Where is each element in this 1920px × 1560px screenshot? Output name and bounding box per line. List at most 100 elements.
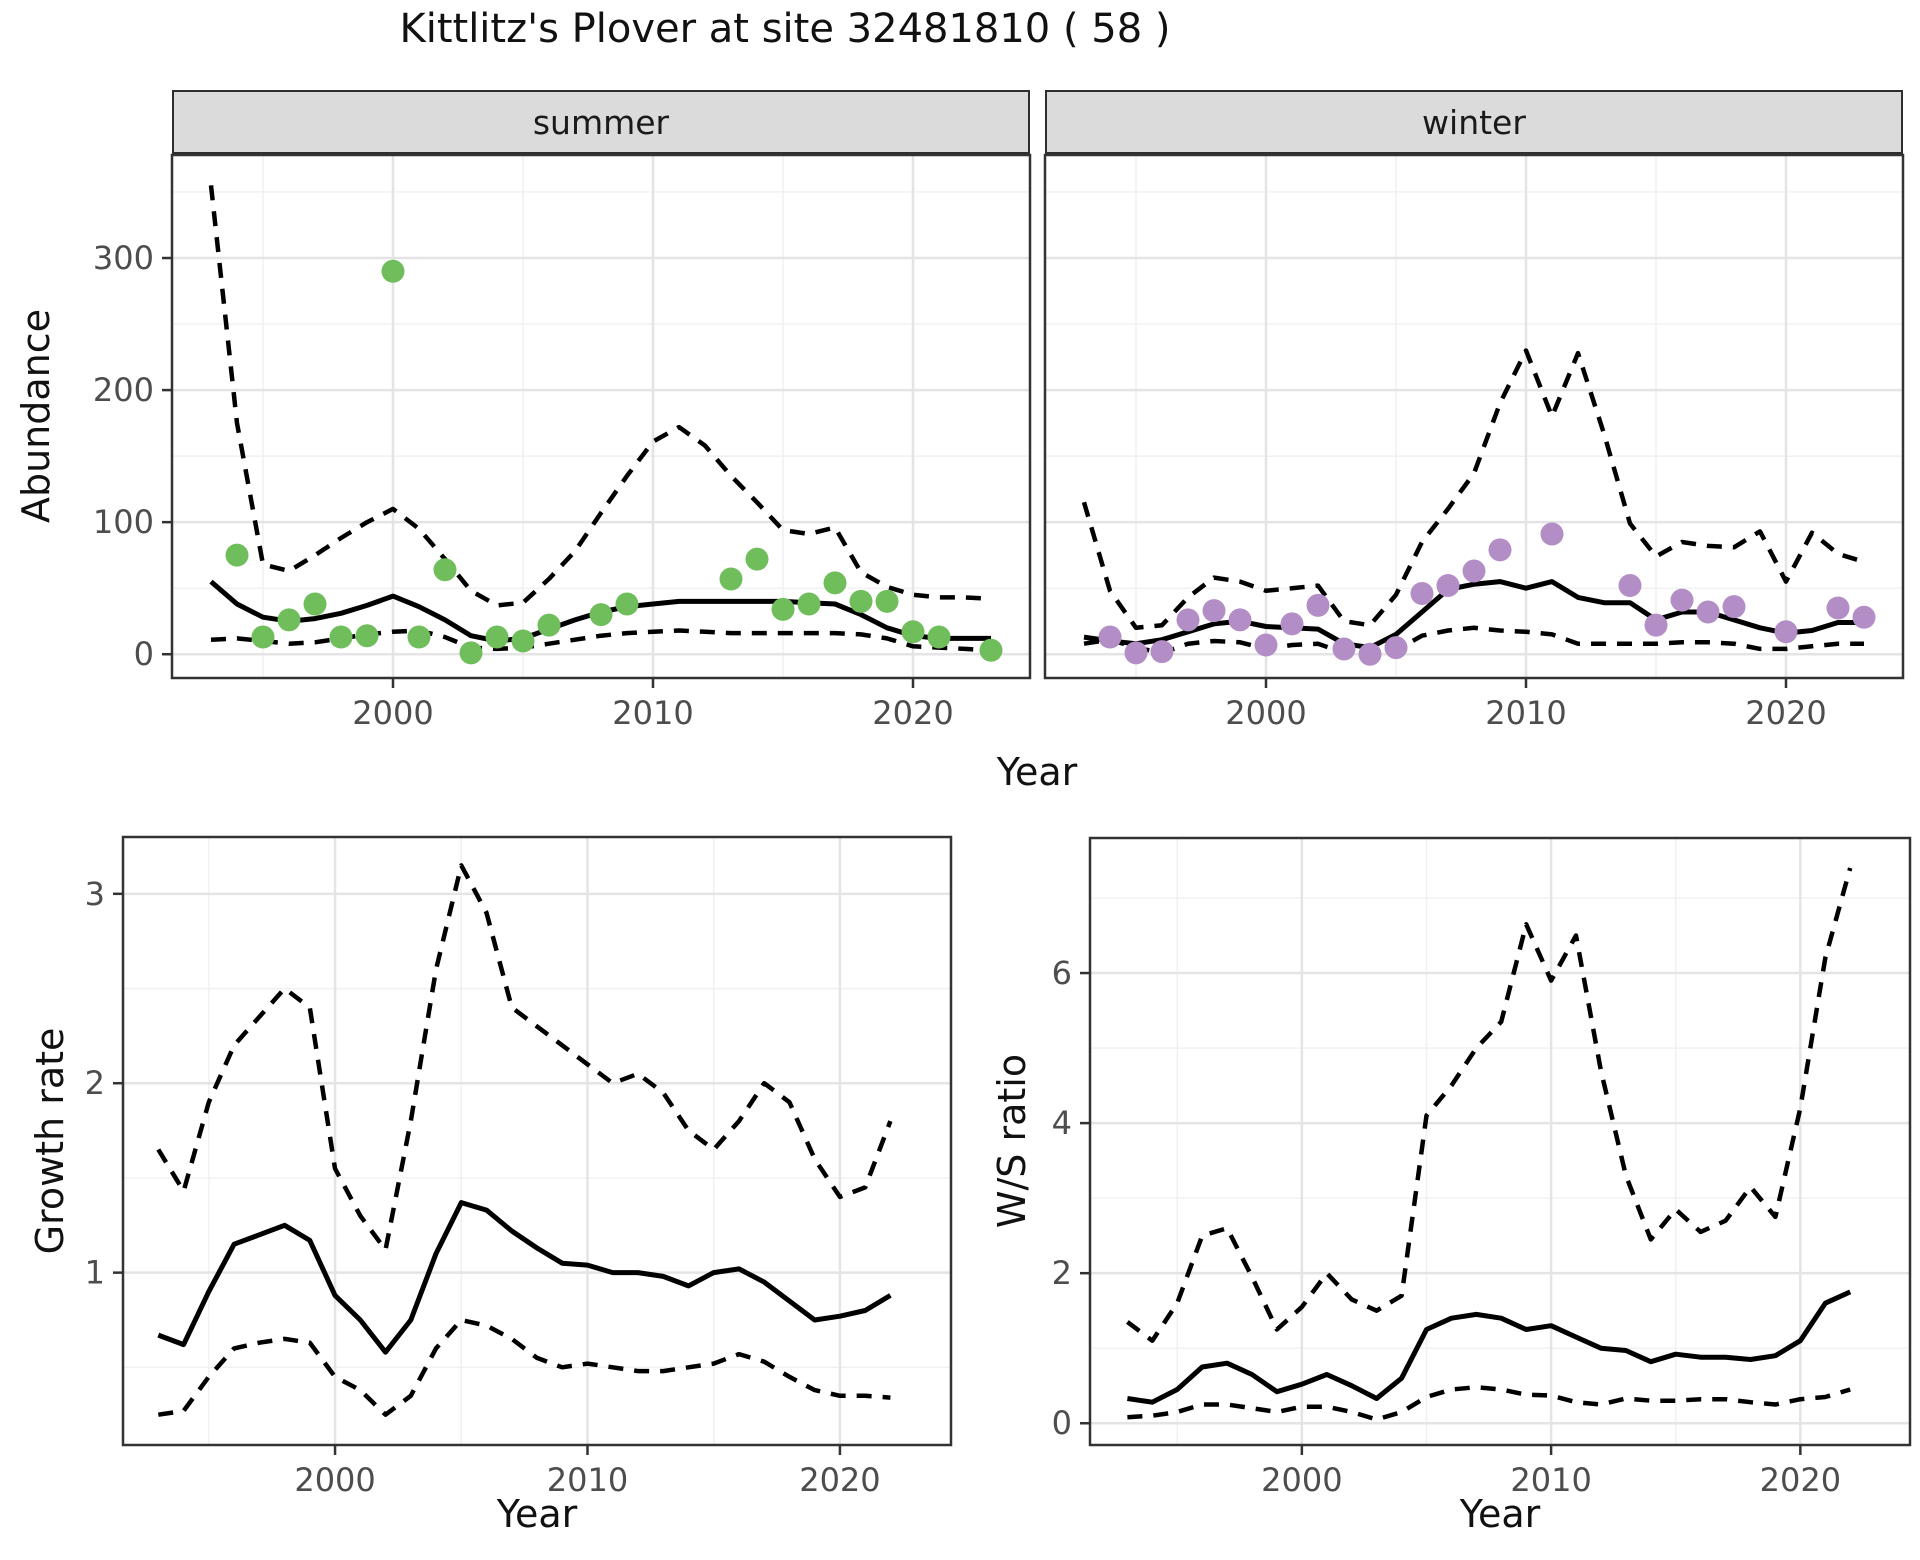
data-point [1436, 574, 1460, 598]
facet-strip-summer: summer [172, 90, 1030, 155]
data-point [1644, 613, 1668, 637]
data-point [1202, 599, 1226, 623]
data-point [1826, 596, 1850, 620]
y-tick-label: 300 [93, 239, 154, 277]
y-tick-label: 2 [1052, 1254, 1072, 1292]
data-point [1540, 522, 1564, 546]
x-tick-label: 2020 [799, 1461, 880, 1499]
data-point [1722, 595, 1746, 619]
data-point [771, 597, 795, 621]
upper-ci-line [156, 863, 893, 1253]
data-point [1462, 559, 1486, 583]
data-point [823, 571, 847, 595]
panel-background [1045, 155, 1903, 678]
data-point [849, 589, 873, 613]
data-point [1358, 642, 1382, 666]
data-point [485, 625, 509, 649]
upper-ci-line [1081, 348, 1865, 631]
data-point [719, 567, 743, 591]
x-axis-title-year-ws: Year [1459, 1492, 1541, 1536]
y-tick-label: 2 [85, 1064, 105, 1102]
data-point [1384, 636, 1408, 660]
x-axis-title-year-growth: Year [496, 1492, 578, 1536]
fit-line [1083, 579, 1864, 651]
data-point [1410, 581, 1434, 605]
data-point [511, 629, 535, 653]
x-tick-label: 2010 [547, 1461, 628, 1499]
lower-ci-line [157, 1317, 891, 1417]
data-point [277, 608, 301, 632]
y-tick-label: 0 [134, 635, 154, 673]
data-point [589, 603, 613, 627]
data-point [1176, 608, 1200, 632]
data-point [407, 625, 431, 649]
data-point [1670, 588, 1694, 612]
data-point [1098, 625, 1122, 649]
upper-ci-line [208, 185, 992, 608]
upper-ci-line [1126, 867, 1853, 1343]
y-axis-title-abundance: Abundance [14, 308, 58, 524]
data-point [355, 624, 379, 648]
panel-border [1043, 153, 1905, 680]
data-point [875, 589, 899, 613]
y-tick-label: 100 [93, 503, 154, 541]
x-tick-label: 2000 [1225, 694, 1306, 732]
data-point [979, 638, 1003, 662]
y-tick-label: 3 [85, 875, 105, 913]
x-tick-label: 2010 [612, 694, 693, 732]
data-point [927, 625, 951, 649]
data-point [1254, 633, 1278, 657]
x-tick-label: 2020 [1760, 1461, 1841, 1499]
panel-background [123, 837, 951, 1445]
y-tick-label: 6 [1052, 954, 1072, 992]
data-point [797, 592, 821, 616]
fit-line [1127, 1289, 1852, 1405]
data-point [303, 592, 327, 616]
facet-strip-winter: winter [1045, 90, 1903, 155]
data-point [1332, 637, 1356, 661]
y-axis-title-ws-ratio: W/S ratio [990, 1053, 1034, 1229]
x-axis-title-year-top: Year [996, 750, 1078, 794]
panel-border [121, 835, 953, 1447]
data-point [1618, 574, 1642, 598]
data-point [1228, 608, 1252, 632]
data-point [1774, 620, 1798, 644]
x-tick-label: 2000 [294, 1461, 375, 1499]
lower-ci-line [1127, 1384, 1851, 1422]
y-axis-title-growth-rate: Growth rate [28, 1027, 72, 1255]
data-point [381, 259, 405, 283]
data-point [1306, 593, 1330, 617]
panel-border [1088, 836, 1912, 1447]
figure-title: Kittlitz's Plover at site 32481810 ( 58 … [399, 6, 1171, 52]
lower-ci-line [1083, 625, 1864, 656]
x-tick-label: 2010 [1510, 1461, 1591, 1499]
x-tick-label: 2020 [1745, 694, 1826, 732]
facet-strip-winter-label: winter [1422, 102, 1526, 142]
fit-line [157, 1200, 892, 1355]
data-point [225, 543, 249, 567]
data-point [1280, 612, 1304, 636]
panel-background [1090, 838, 1910, 1445]
data-point [537, 613, 561, 637]
x-tick-label: 2010 [1485, 694, 1566, 732]
data-point [433, 558, 457, 582]
x-tick-label: 2020 [872, 694, 953, 732]
data-point [459, 641, 483, 665]
data-point [1488, 538, 1512, 562]
data-point [1150, 640, 1174, 664]
data-point [1124, 641, 1148, 665]
data-point [1696, 600, 1720, 624]
data-point [745, 547, 769, 571]
data-point [1852, 605, 1876, 629]
y-tick-label: 0 [1052, 1404, 1072, 1442]
y-tick-label: 200 [93, 371, 154, 409]
x-tick-label: 2000 [1261, 1461, 1342, 1499]
data-point [901, 620, 925, 644]
facet-strip-summer-label: summer [532, 102, 670, 142]
y-tick-label: 1 [85, 1254, 105, 1292]
panel-border [170, 153, 1032, 680]
data-point [615, 592, 639, 616]
data-point [251, 625, 275, 649]
